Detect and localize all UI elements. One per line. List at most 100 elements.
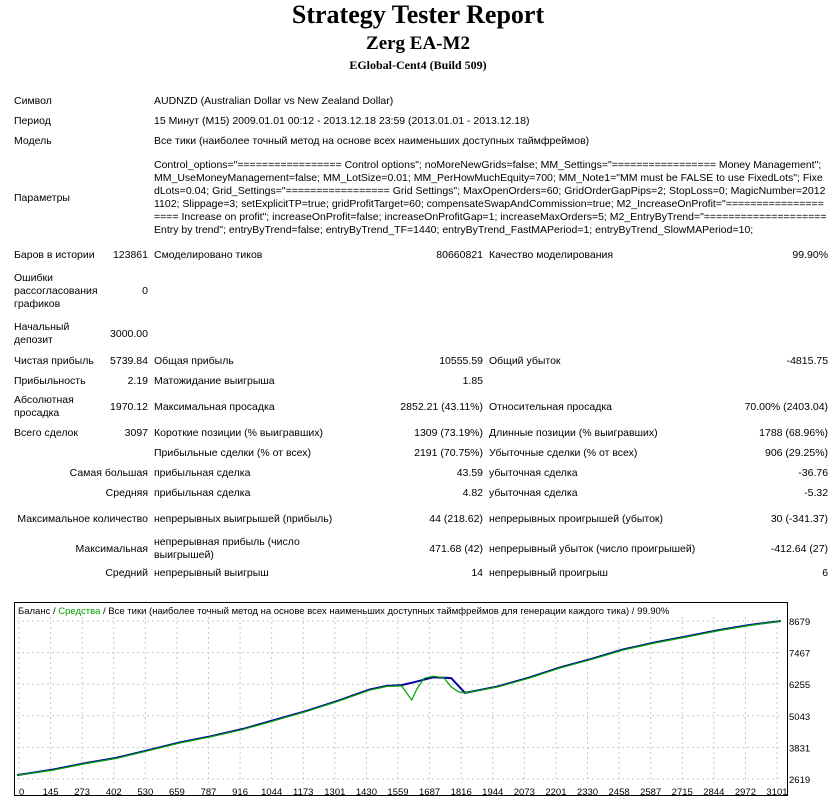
largest-label: Самая большая: [69, 466, 148, 479]
x-tick-label: 145: [43, 787, 59, 797]
legend-equity: Средства: [58, 606, 101, 617]
x-tick-label: 659: [169, 787, 185, 797]
balance-line: [16, 620, 782, 777]
params-label: Параметры: [14, 191, 70, 204]
avg-consecutive-label: Средний: [105, 566, 148, 579]
avg-consecutive-losses-label: непрерывный проигрыш: [489, 566, 608, 579]
rel-drawdown-label: Относительная просадка: [489, 400, 612, 413]
ea-name: Zerg EA-M2: [366, 33, 470, 54]
x-tick-label: 2330: [577, 787, 598, 797]
report-title: Strategy Tester Report: [291, 0, 545, 29]
x-tick-label: 1944: [482, 787, 503, 797]
ticks-value: 80660821: [436, 248, 483, 261]
x-tick-label: 273: [74, 787, 90, 797]
balance-chart: 8679 7467 6255 5043 3831 2619 0 145 273 402 530 659…: [14, 602, 810, 797]
maximal-loss-label: непрерывный убыток (число проигрышей): [489, 542, 696, 555]
largest-loss-value: -36.76: [798, 466, 829, 479]
ticks-label: Смоделировано тиков: [154, 248, 263, 261]
largest-profit-value: 43.59: [456, 466, 483, 479]
x-tick-label: 1430: [356, 787, 377, 797]
chart-legend: Баланс / Средства / Все тики (наиболее т…: [18, 606, 669, 617]
maximal-profit-value: 471.68 (42): [429, 542, 483, 555]
x-tick-label: 787: [201, 787, 217, 797]
total-trades-value: 3097: [124, 426, 148, 439]
abs-drawdown-value: 1970.12: [110, 400, 148, 413]
y-tick-label: 8679: [789, 617, 810, 628]
x-tick-label: 2715: [672, 787, 693, 797]
errors-value: 0: [142, 284, 148, 297]
profit-factor-value: 2.19: [127, 374, 148, 387]
quality-value: 99.90%: [792, 248, 829, 261]
equity-line: [16, 620, 782, 776]
quality-label: Качество моделирования: [489, 248, 614, 261]
maximal-loss-value: -412.64 (27): [770, 542, 829, 555]
x-tick-label: 2844: [703, 787, 724, 797]
y-tick-label: 5043: [789, 712, 810, 723]
gross-profit-value: 10555.59: [439, 354, 483, 367]
y-tick-label: 7467: [789, 649, 810, 660]
x-tick-label: 2201: [545, 787, 566, 797]
server-name: EGlobal-Cent4 (Build 509): [349, 58, 487, 72]
period-label: Период: [14, 114, 51, 127]
errors-label: Ошибки рассогласования графиков: [14, 271, 98, 310]
x-tick-label: 3101: [766, 787, 787, 797]
average-loss-label: убыточная сделка: [489, 486, 578, 499]
loss-trades-label: Убыточные сделки (% от всех): [489, 446, 638, 459]
x-tick-label: 1687: [419, 787, 440, 797]
loss-trades-value: 906 (29.25%): [765, 446, 829, 459]
balance-chart-svg: 8679 7467 6255 5043 3831 2619 0 145 273 402 530 659…: [16, 617, 810, 797]
average-label: Средняя: [105, 486, 148, 499]
profit-trades-value: 2191 (70.75%): [414, 446, 483, 459]
x-tick-label: 1173: [293, 787, 313, 797]
y-tick-label: 3831: [789, 743, 810, 754]
y-tick-label: 2619: [789, 775, 810, 786]
max-drawdown-label: Максимальная просадка: [154, 400, 275, 413]
avg-consecutive-wins-value: 14: [471, 566, 483, 579]
deposit-value: 3000.00: [110, 327, 148, 340]
maximal-label: Максимальная: [75, 542, 148, 555]
net-profit-label: Чистая прибыль: [14, 354, 94, 367]
legend-separator: /: [50, 606, 59, 617]
bars-value: 123861: [112, 248, 148, 261]
net-profit-value: 5739.84: [110, 354, 148, 367]
rel-drawdown-value: 70.00% (2403.04): [744, 400, 829, 413]
average-profit-value: 4.82: [462, 486, 483, 499]
max-consecutive-losses-value: 30 (-341.37): [770, 512, 829, 525]
y-tick-label: 6255: [789, 680, 810, 691]
profit-trades-label: Прибыльные сделки (% от всех): [154, 446, 312, 459]
x-tick-label: 1301: [324, 787, 345, 797]
bars-label: Баров в истории: [14, 248, 95, 261]
max-consecutive-wins-value: 44 (218.62): [429, 512, 483, 525]
x-tick-label: 1816: [451, 787, 472, 797]
total-trades-label: Всего сделок: [14, 426, 78, 439]
legend-description: / Все тики (наиболее точный метод на осн…: [100, 606, 670, 617]
avg-consecutive-wins-label: непрерывный выигрыш: [154, 566, 269, 579]
x-tick-label: 2587: [640, 787, 661, 797]
avg-consecutive-losses-value: 6: [822, 566, 829, 579]
model-label: Модель: [14, 134, 52, 147]
average-profit-label: прибыльная сделка: [154, 486, 251, 499]
abs-drawdown-label: Абсолютная просадка: [14, 394, 74, 419]
gross-loss-label: Общий убыток: [489, 354, 561, 367]
model-value: Все тики (наиболее точный метод на основ…: [154, 134, 590, 147]
symbol-label: Символ: [14, 94, 52, 107]
max-drawdown-value: 2852.21 (43.11%): [400, 400, 483, 413]
period-value: 15 Минут (M15) 2009.01.01 00:12 - 2013.1…: [154, 114, 530, 127]
x-tick-label: 2458: [609, 787, 630, 797]
expected-payoff-value: 1.85: [462, 374, 483, 387]
expected-payoff-label: Матожидание выигрыша: [154, 374, 275, 387]
legend-balance: Баланс: [18, 606, 51, 617]
maximal-profit-label: непрерывная прибыль (число выигрышей): [154, 536, 300, 561]
max-consecutive-wins-label: непрерывных выигрышей (прибыль): [154, 512, 333, 525]
x-tick-label: 2972: [735, 787, 756, 797]
largest-loss-label: убыточная сделка: [489, 466, 578, 479]
average-loss-value: -5.32: [804, 486, 829, 499]
symbol-value: AUDNZD (Australian Dollar vs New Zealand…: [154, 94, 394, 107]
long-positions-value: 1788 (68.96%): [759, 426, 829, 439]
largest-profit-label: прибыльная сделка: [154, 466, 251, 479]
x-tick-label: 916: [232, 787, 248, 797]
short-positions-label: Короткие позиции (% выигравших): [154, 426, 324, 439]
x-tick-label: 0: [19, 787, 24, 797]
max-consecutive-label: Максимальное количество: [17, 512, 148, 525]
profit-factor-label: Прибыльность: [14, 374, 86, 387]
